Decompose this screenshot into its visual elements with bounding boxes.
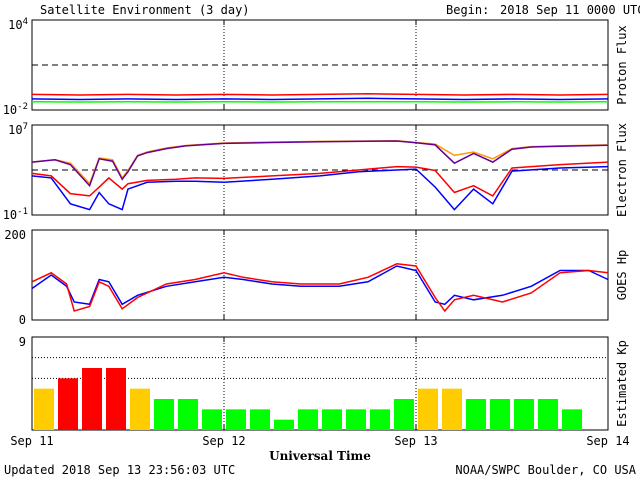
kp-bar — [562, 409, 582, 430]
series-line — [31, 140, 609, 188]
y-tick-bottom: 10-2 — [3, 102, 28, 117]
series-line — [31, 165, 609, 211]
x-tick-label: Sep 11 — [10, 434, 53, 448]
panel-frame — [31, 336, 609, 431]
y-tick-top: 9 — [19, 335, 26, 349]
kp-bar — [130, 388, 150, 430]
kp-bar — [346, 409, 366, 430]
updated-text: Updated 2018 Sep 13 23:56:03 UTC — [4, 463, 235, 477]
credit-text: NOAA/SWPC Boulder, CO USA — [455, 463, 636, 477]
x-tick-label: Sep 13 — [394, 434, 437, 448]
kp-bar — [178, 399, 198, 430]
begin-label: Begin: — [446, 3, 489, 17]
x-tick-label: Sep 12 — [202, 434, 245, 448]
y-axis-label: Electron Flux — [615, 123, 629, 217]
begin-value: 2018 Sep 11 0000 UTC — [500, 3, 640, 17]
kp-bar — [514, 399, 534, 430]
kp-bar — [394, 399, 414, 430]
panel-frame — [31, 19, 609, 111]
y-axis-label: Estimated Kp — [615, 340, 629, 427]
kp-bar — [418, 388, 438, 430]
x-axis-label: Universal Time — [269, 449, 371, 463]
y-axis-label: GOES Hp — [615, 250, 629, 301]
kp-bar — [490, 399, 510, 430]
y-tick-bottom: 0 — [19, 313, 26, 327]
kp-bar — [202, 409, 222, 430]
y-tick-top: 104 — [8, 17, 28, 32]
kp-bar — [466, 399, 486, 430]
kp-bar — [298, 409, 318, 430]
y-axis-label: Proton Flux — [615, 25, 629, 104]
kp-bar — [250, 409, 270, 430]
series-line — [31, 161, 609, 197]
kp-bar — [82, 368, 102, 430]
x-tick-label: Sep 14 — [586, 434, 629, 448]
panel-frame — [31, 229, 609, 321]
kp-bar — [322, 409, 342, 430]
y-tick-top: 107 — [8, 122, 28, 137]
kp-bar — [274, 419, 294, 430]
kp-bar — [58, 378, 78, 430]
chart-title: Satellite Environment (3 day) — [40, 3, 250, 17]
kp-bar — [106, 368, 126, 430]
series-line — [31, 265, 609, 306]
kp-bar — [226, 409, 246, 430]
kp-bar — [370, 409, 390, 430]
kp-bar — [538, 399, 558, 430]
kp-bar — [154, 399, 174, 430]
y-tick-top: 200 — [4, 228, 26, 242]
kp-bar — [442, 388, 462, 430]
series-line — [31, 93, 609, 96]
series-line — [31, 263, 609, 313]
y-tick-bottom: 10-1 — [3, 207, 28, 222]
series-line — [31, 97, 609, 101]
kp-bar — [34, 388, 54, 430]
